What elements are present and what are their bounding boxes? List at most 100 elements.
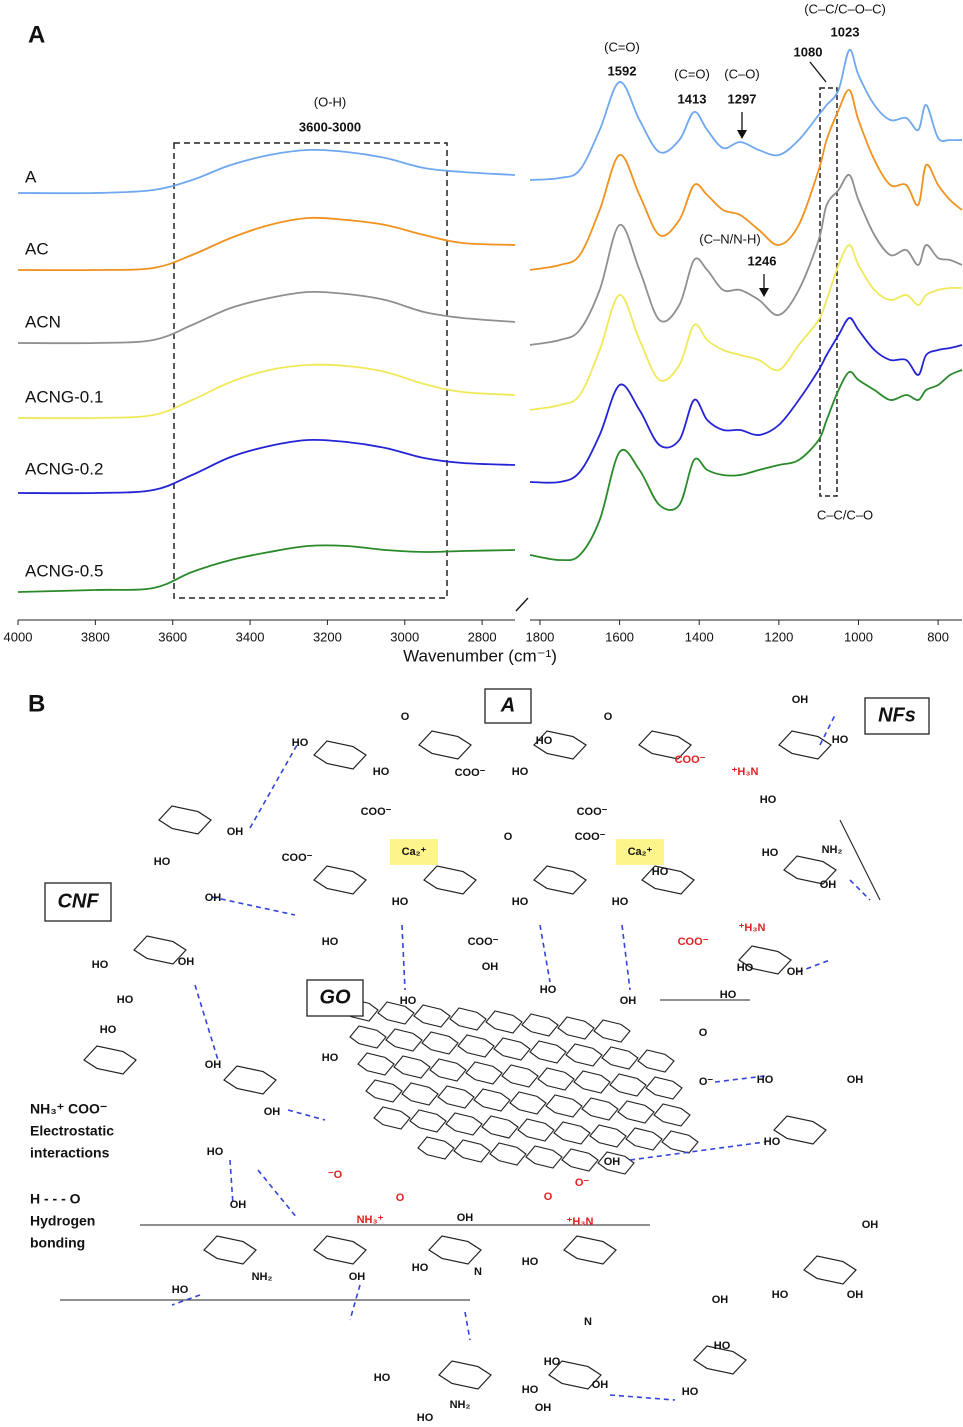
chem-group: HO — [92, 959, 109, 971]
hydrogen-bond — [401, 924, 406, 991]
chem-group: ⁺H₃N — [567, 1216, 594, 1228]
chem-group: OH — [482, 961, 499, 973]
chem-group: O — [544, 1191, 553, 1203]
chem-group: COO⁻ — [455, 767, 486, 779]
chem-group: OH — [535, 1402, 552, 1414]
annotation-value: 1080 — [794, 44, 823, 59]
legend-text: bonding — [30, 1235, 85, 1251]
sugar-ring — [438, 1360, 492, 1390]
sugar-ring — [641, 865, 695, 895]
chem-group: COO⁻ — [282, 852, 313, 864]
x-tick-label: 4000 — [4, 629, 33, 644]
x-tick-label: 1200 — [764, 629, 793, 644]
graphene-ring — [597, 1151, 635, 1175]
spectrum-line — [529, 244, 963, 411]
annotation-range: 3600-3000 — [299, 119, 361, 134]
graphene-ring — [481, 1115, 519, 1139]
sugar-ring — [203, 1235, 257, 1265]
chem-group: OH — [604, 1156, 621, 1168]
chem-group: O⁻ — [699, 1076, 714, 1088]
chem-group: COO⁻ — [577, 806, 608, 818]
graphene-ring — [401, 1082, 439, 1106]
chem-group: OH — [205, 1059, 222, 1071]
panel-label: A — [28, 21, 45, 48]
spectrum-line — [17, 290, 516, 345]
sugar-ring — [548, 1360, 602, 1390]
chem-group: OH — [820, 879, 837, 891]
sugar-ring — [423, 865, 477, 895]
hydrogen-bond — [249, 744, 298, 829]
chem-group: HO — [417, 1412, 434, 1424]
spectrum-line — [17, 216, 516, 272]
arrow-head — [737, 130, 747, 139]
legend-text: H - - - O — [30, 1191, 81, 1207]
hydrogen-bond — [797, 959, 831, 973]
chem-group: O — [699, 1027, 708, 1039]
annotation-value: 1413 — [678, 91, 707, 106]
hydrogen-bond — [171, 1294, 201, 1306]
chem-group: OH — [230, 1199, 247, 1211]
sugar-ring — [638, 730, 692, 760]
legend-text: interactions — [30, 1145, 110, 1161]
axis-break — [515, 597, 529, 612]
chem-group: COO⁻ — [361, 806, 392, 818]
chem-group: HO — [522, 1384, 539, 1396]
graphene-ring — [489, 1142, 527, 1166]
graphene-ring — [617, 1100, 655, 1124]
spectrum-line — [17, 148, 516, 195]
chem-group: O⁻ — [575, 1177, 590, 1189]
chem-group: OH — [205, 892, 222, 904]
chem-group: HO — [772, 1289, 789, 1301]
chem-group: HO — [374, 1372, 391, 1384]
chem-group: COO⁻ — [675, 754, 706, 766]
hydrogen-bond — [194, 984, 219, 1061]
chem-group: HO — [540, 984, 557, 996]
sugar-ring — [773, 1115, 827, 1145]
sugar-ring — [428, 1235, 482, 1265]
chem-group: ⁻O — [328, 1169, 343, 1181]
chem-group: OH — [712, 1294, 729, 1306]
hydrogen-bond — [539, 924, 551, 983]
graphene-ring — [565, 1043, 603, 1067]
label-box — [44, 882, 112, 922]
x-tick-label: 3000 — [390, 629, 419, 644]
graphene-ring — [545, 1094, 583, 1118]
chem-group: HO — [154, 856, 171, 868]
graphene-ring — [393, 1055, 431, 1079]
annotation: (C–N/N-H) — [699, 231, 760, 246]
graphene-ring — [517, 1118, 555, 1142]
annotation: (O-H) — [314, 94, 347, 109]
chem-group: OH — [792, 694, 809, 706]
graphene-ring — [437, 1085, 475, 1109]
spectrum-line — [529, 174, 963, 346]
chem-group: HO — [682, 1386, 699, 1398]
chem-group: ⁺H₃N — [732, 766, 759, 778]
graphene-ring — [465, 1061, 503, 1085]
legend-text: Electrostatic — [30, 1123, 114, 1139]
chem-group: OH — [847, 1074, 864, 1086]
graphene-ring — [561, 1148, 599, 1172]
sugar-ring — [563, 1235, 617, 1265]
annotation: (C=O) — [604, 39, 640, 54]
legend-label: ACN — [25, 312, 61, 331]
ion-label: Ca₂⁺ — [628, 846, 653, 858]
hydrogen-bond — [257, 1169, 298, 1219]
graphene-ring — [349, 1025, 387, 1049]
spectrum-line — [529, 49, 963, 181]
annotation: (C–C/C–O–C) — [804, 1, 886, 16]
x-tick-label: 3600 — [158, 629, 187, 644]
chem-group: HO — [762, 847, 779, 859]
chem-group: HO — [512, 766, 529, 778]
sugar-ring — [783, 855, 837, 885]
sugar-ring — [533, 730, 587, 760]
chem-group: HO — [522, 1256, 539, 1268]
spectrum-line — [529, 317, 963, 484]
chem-group: COO⁻ — [468, 936, 499, 948]
chem-group: OH — [264, 1106, 281, 1118]
annotation-value: 1592 — [608, 63, 637, 78]
chem-group: HO — [832, 734, 849, 746]
chem-group: HO — [737, 962, 754, 974]
chem-group: COO⁻ — [575, 831, 606, 843]
